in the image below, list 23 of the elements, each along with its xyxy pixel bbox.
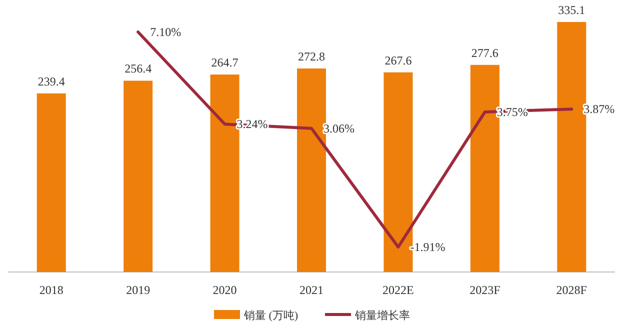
data-label: 256.4 <box>124 62 152 76</box>
data-label: 239.4 <box>38 74 65 88</box>
data-label: 335.1 <box>558 3 586 17</box>
legend-label: 销量 (万吨) <box>243 309 298 322</box>
legend-label: 销量增长率 <box>354 309 410 322</box>
data-label: 3.24% <box>236 117 268 132</box>
x-tick-label: 2023F <box>470 283 501 297</box>
x-tick-label: 2019 <box>126 283 150 297</box>
x-tick-label: 2020 <box>212 283 237 297</box>
x-tick-label: 2022E <box>382 283 414 297</box>
data-label: 3.75% <box>496 104 528 119</box>
x-tick-label: 2021 <box>300 283 324 297</box>
bar <box>124 80 153 272</box>
data-label: 264.7 <box>211 56 238 70</box>
bar <box>36 93 66 272</box>
bar <box>297 68 326 272</box>
data-label: 267.6 <box>384 53 412 68</box>
data-label: 7.10% <box>150 25 182 39</box>
data-label: 277.6 <box>471 46 498 60</box>
x-tick-label: 2018 <box>39 283 64 297</box>
bar <box>470 64 500 272</box>
x-tick-label: 2028F <box>556 283 588 297</box>
data-label: 272.8 <box>298 49 325 64</box>
